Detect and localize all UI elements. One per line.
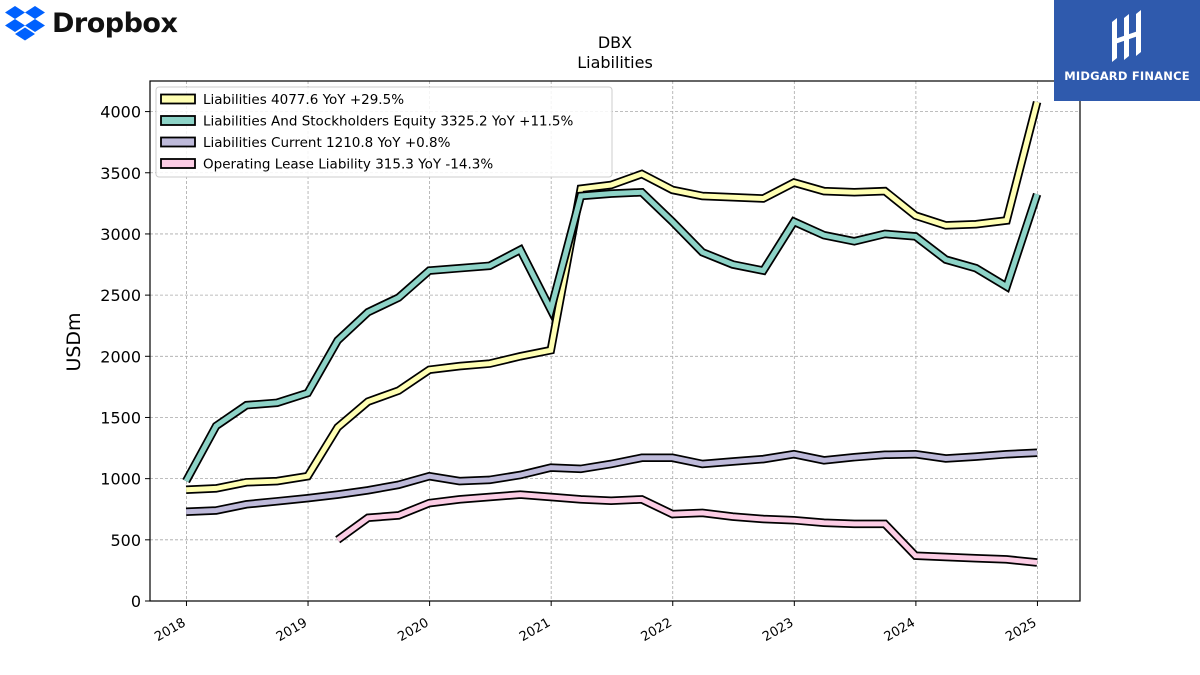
- y-tick-label: 500: [110, 531, 141, 550]
- legend-box: [155, 86, 613, 178]
- y-tick-label: 4000: [100, 103, 141, 122]
- chart-subtitle: Liabilities: [577, 53, 653, 72]
- y-tick-label: 3000: [100, 225, 141, 244]
- company-logo: Dropbox: [4, 4, 178, 42]
- series-layer: [182, 100, 1042, 567]
- x-tick-label: 2019: [274, 615, 310, 645]
- y-tick-label: 2500: [100, 286, 141, 305]
- series-line-2: [183, 189, 1040, 483]
- legend-label-1: Liabilities 4077.6 YoY +29.5%: [203, 92, 404, 108]
- legend-label-4: Operating Lease Liability 315.3 YoY -14.…: [203, 157, 493, 173]
- y-tick-label: 2000: [100, 347, 141, 366]
- midgard-mark-icon: [1112, 10, 1141, 62]
- chart-title: DBX: [598, 33, 632, 52]
- series-line-3: [186, 450, 1038, 515]
- series-line-1: [185, 101, 1040, 493]
- y-axis-label: USDm: [63, 312, 85, 371]
- x-tick-label: 2023: [760, 615, 796, 645]
- legend-swatch-4: [160, 158, 196, 169]
- x-tick-label: 2024: [882, 615, 918, 645]
- x-tick-label: 2020: [395, 615, 431, 645]
- axis-ticks: 0 500 1000 1500 2000 2500 3000 3500 4000 2018 2019…: [100, 103, 1039, 645]
- legend-swatch-2: [160, 115, 196, 126]
- x-tick-label: 2025: [1003, 615, 1039, 645]
- legend-swatch-1: [160, 93, 196, 105]
- legend-label-2: Liabilities And Stockholders Equity 3325…: [203, 114, 573, 130]
- plot-frame: [149, 80, 1081, 602]
- series-line-4: [336, 492, 1038, 565]
- publisher-logo: MIDGARD FINANCE: [1054, 0, 1200, 101]
- y-tick-label: 3500: [100, 164, 141, 183]
- y-tick-label: 0: [131, 592, 141, 611]
- company-name: Dropbox: [52, 7, 178, 39]
- legend: Liabilities 4077.6 YoY +29.5% Liabilities…: [155, 86, 613, 178]
- x-tick-label: 2022: [639, 615, 675, 645]
- x-tick-label: 2018: [152, 615, 188, 645]
- dropbox-box-icon: [5, 6, 45, 41]
- series-outline-4: [335, 490, 1038, 567]
- x-tick-label: 2021: [517, 615, 553, 645]
- y-tick-label: 1000: [100, 470, 141, 489]
- legend-swatch-3: [160, 136, 196, 148]
- legend-label-3: Liabilities Current 1210.8 YoY +0.8%: [203, 135, 451, 151]
- y-tick-label: 1500: [100, 408, 141, 427]
- publisher-name: MIDGARD FINANCE: [1064, 69, 1190, 83]
